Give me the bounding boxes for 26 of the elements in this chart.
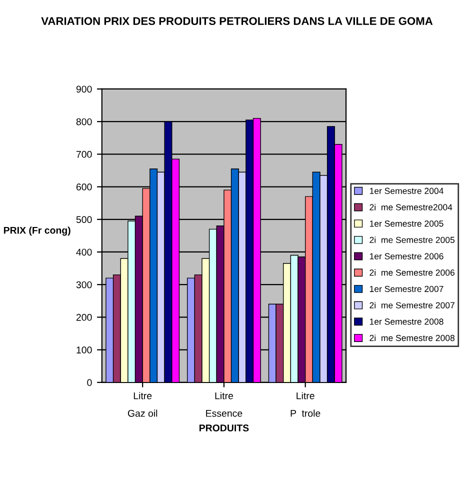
y-tick-label: 200 bbox=[76, 314, 92, 321]
legend-label: 1er Semestre 2008 bbox=[370, 318, 444, 325]
legend-label: 2i me Semestre 2006 bbox=[370, 269, 454, 276]
legend-label: 2i me Semestre2004 bbox=[370, 204, 452, 210]
legend-label: 2i me Semestre 2007 bbox=[370, 302, 454, 308]
legend-label: 2i me Semestre 2005 bbox=[370, 236, 455, 244]
y-tick-label: 600 bbox=[76, 184, 92, 190]
legend-label: 1er Semestre 2007 bbox=[370, 286, 444, 292]
legend-label: 1er Semestre 2006 bbox=[370, 253, 444, 260]
x-axis-title: PRODUITS bbox=[200, 424, 249, 432]
y-tick-label: 500 bbox=[76, 216, 92, 224]
chart-title: VARIATION PRIX DES PRODUITS PETROLIERS DANS LA VILLE DE GOMA bbox=[41, 17, 433, 25]
y-tick-label: 100 bbox=[76, 346, 92, 354]
y-axis-title: PRIX (Fr cong) bbox=[4, 226, 70, 236]
x-tick-label: Litre Essence bbox=[206, 392, 242, 417]
y-tick-label: 700 bbox=[76, 150, 92, 158]
y-tick-label: 0 bbox=[87, 379, 92, 386]
x-tick-label: Litre P trole bbox=[290, 392, 320, 417]
legend-label: 1er Semestre 2004 bbox=[370, 188, 444, 194]
y-tick-label: 800 bbox=[76, 118, 92, 126]
y-tick-label: 900 bbox=[76, 86, 92, 93]
legend-label: 2i me Semestre 2008 bbox=[370, 334, 454, 342]
y-tick-label: 300 bbox=[76, 281, 92, 288]
y-tick-label: 400 bbox=[76, 248, 92, 256]
x-tick-label: Litre Gaz oil bbox=[128, 392, 158, 417]
legend-label: 1er Semestre 2005 bbox=[370, 220, 444, 227]
